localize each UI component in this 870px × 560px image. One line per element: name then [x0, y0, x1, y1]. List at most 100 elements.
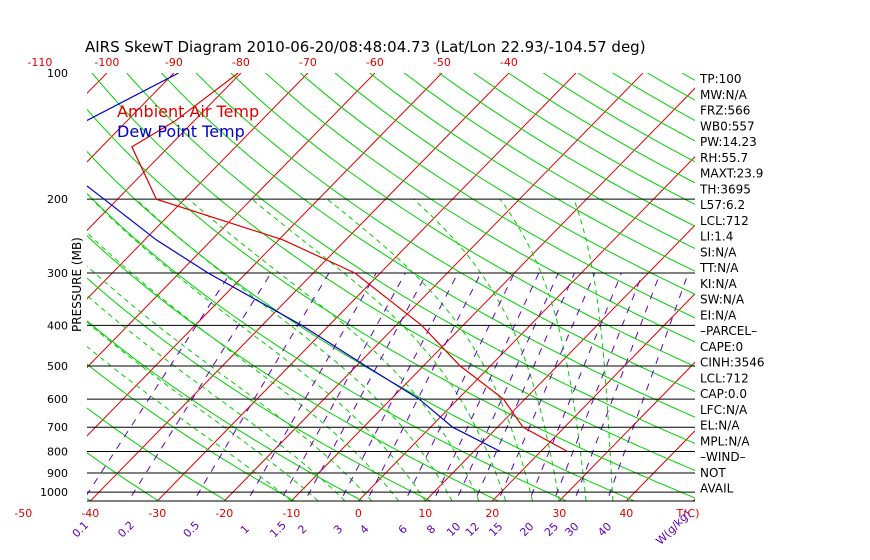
top-temp-tick-label: -40 [500, 56, 518, 69]
dry-adiabat-line [87, 320, 363, 501]
pressure-tick-label: 600 [47, 393, 68, 406]
index-item: SW:N/A [700, 293, 745, 307]
bottom-temperature-axis: -50 -40 -30 -20 -10 0 10 20 30 40 T(C) [14, 507, 699, 520]
index-item: AVAIL [700, 482, 734, 496]
bottom-temp-tick-label: 20 [485, 507, 499, 520]
dry-adiabat-line [87, 363, 295, 501]
moist-adiabat-line [87, 265, 373, 501]
index-item: WB0:557 [700, 119, 755, 133]
pressure-tick-label: 200 [47, 193, 68, 206]
moist-adiabat-line [188, 198, 480, 501]
mixing-ratio-line [530, 272, 622, 496]
pressure-tick-label: 100 [47, 67, 68, 80]
pressure-tick-label: 900 [47, 467, 68, 480]
index-item: –WIND– [700, 450, 746, 464]
dry-adiabat-line [126, 73, 695, 444]
isotherm-line [156, 73, 577, 501]
index-item: MPL:N/A [700, 434, 750, 448]
bottom-temp-tick-label: -30 [148, 507, 166, 520]
isotherm-line [357, 156, 695, 501]
index-item: TP:100 [699, 72, 742, 86]
mixing-ratio-line [608, 272, 689, 496]
mixing-ratio-line [131, 272, 272, 496]
pressure-tick-label: 800 [47, 446, 68, 459]
isobar-lines [87, 198, 695, 502]
mixing-ratio-line [87, 272, 231, 496]
moist-adiabat-line [499, 198, 587, 501]
bottom-temp-tick-label: 40 [619, 507, 633, 520]
moist-adiabat-line [87, 231, 399, 501]
moist-adiabat-line [326, 198, 533, 501]
top-temp-tick-label: -50 [433, 56, 451, 69]
bottom-temp-unit: T(C) [676, 507, 700, 520]
dry-adiabat-line [265, 73, 695, 343]
index-item: SI:N/A [700, 245, 737, 259]
index-item: EL:N/A [700, 419, 740, 433]
isotherm-line [87, 73, 175, 163]
moist-adiabat-line [87, 345, 292, 501]
moist-adiabat-line [87, 294, 346, 501]
dry-adiabat-line [161, 73, 695, 418]
moist-adiabat-line [87, 321, 319, 501]
isotherm-line [89, 73, 510, 501]
index-item: LCL:712 [700, 214, 749, 228]
top-temp-tick-label: -100 [94, 56, 119, 69]
bottom-temp-tick-label: -20 [215, 507, 233, 520]
dry-adiabat-line [334, 73, 695, 295]
mixing-ratio-line [282, 272, 406, 496]
legend-dew-point-temp: Dew Point Temp [117, 122, 245, 141]
isotherm-line [558, 361, 695, 501]
index-item: EI:N/A [700, 308, 737, 322]
index-item: FRZ:566 [700, 104, 750, 118]
index-item: MW:N/A [700, 88, 748, 102]
top-temp-tick-label: -70 [299, 56, 317, 69]
dry-adiabat-line [87, 235, 499, 501]
mixing-ratio-line [249, 272, 377, 496]
dry-adiabat-line [87, 452, 160, 501]
grid-lines [87, 73, 695, 501]
pressure-tick-label: 500 [47, 360, 68, 373]
dry-adiabat-line [87, 192, 567, 501]
dry-adiabat-line [299, 73, 695, 319]
moist-adiabat-line [573, 199, 614, 501]
isotherm-line [424, 224, 695, 501]
index-item: NOT [700, 466, 726, 480]
index-item: MAXT:23.9 [700, 167, 763, 181]
mixing-ratio-line [499, 272, 596, 496]
dry-adiabat-line [87, 407, 227, 501]
bottom-temp-tick-label: -50 [14, 507, 32, 520]
moist-adiabat-line [251, 198, 507, 501]
index-item: PW:14.23 [700, 135, 757, 149]
index-item: LI:1.4 [700, 230, 733, 244]
isotherm-line [87, 73, 242, 232]
pressure-axis: 100 200 300 400 500 600 700 800 900 1000 [40, 67, 68, 499]
isotherm-line [290, 87, 695, 501]
index-item: CAPE:0 [700, 340, 743, 354]
dry-adiabat-line [369, 73, 695, 272]
isotherm-line [87, 73, 376, 369]
mixing-ratio-line [307, 272, 428, 496]
top-temp-tick-label: -80 [232, 56, 250, 69]
bottom-temp-tick-label: 10 [418, 507, 432, 520]
index-item: TT:N/A [699, 261, 739, 275]
index-item: CAP:0.0 [700, 387, 747, 401]
top-temp-tick-label: -110 [27, 56, 52, 69]
dew-point-temp-line [87, 73, 501, 453]
legend: Ambient Air Temp Dew Point Temp [117, 102, 259, 141]
mixing-ratio-line [476, 272, 576, 496]
pressure-tick-label: 300 [47, 267, 68, 280]
isotherm-line [223, 73, 644, 501]
top-temp-tick-label: -60 [366, 56, 384, 69]
profile-series [87, 73, 568, 453]
top-temp-tick-label: -90 [165, 56, 183, 69]
mixing-ratio-line [555, 272, 644, 496]
index-item: TH:3695 [699, 182, 751, 196]
dry-adiabat-line [87, 108, 695, 499]
index-item: –PARCEL– [700, 324, 757, 338]
bottom-temp-tick-label: -10 [282, 507, 300, 520]
chart-title: AIRS SkewT Diagram 2010-06-20/08:48:04.7… [85, 38, 646, 56]
index-item: LFC:N/A [700, 403, 748, 417]
ambient-air-temp-line [131, 73, 568, 453]
